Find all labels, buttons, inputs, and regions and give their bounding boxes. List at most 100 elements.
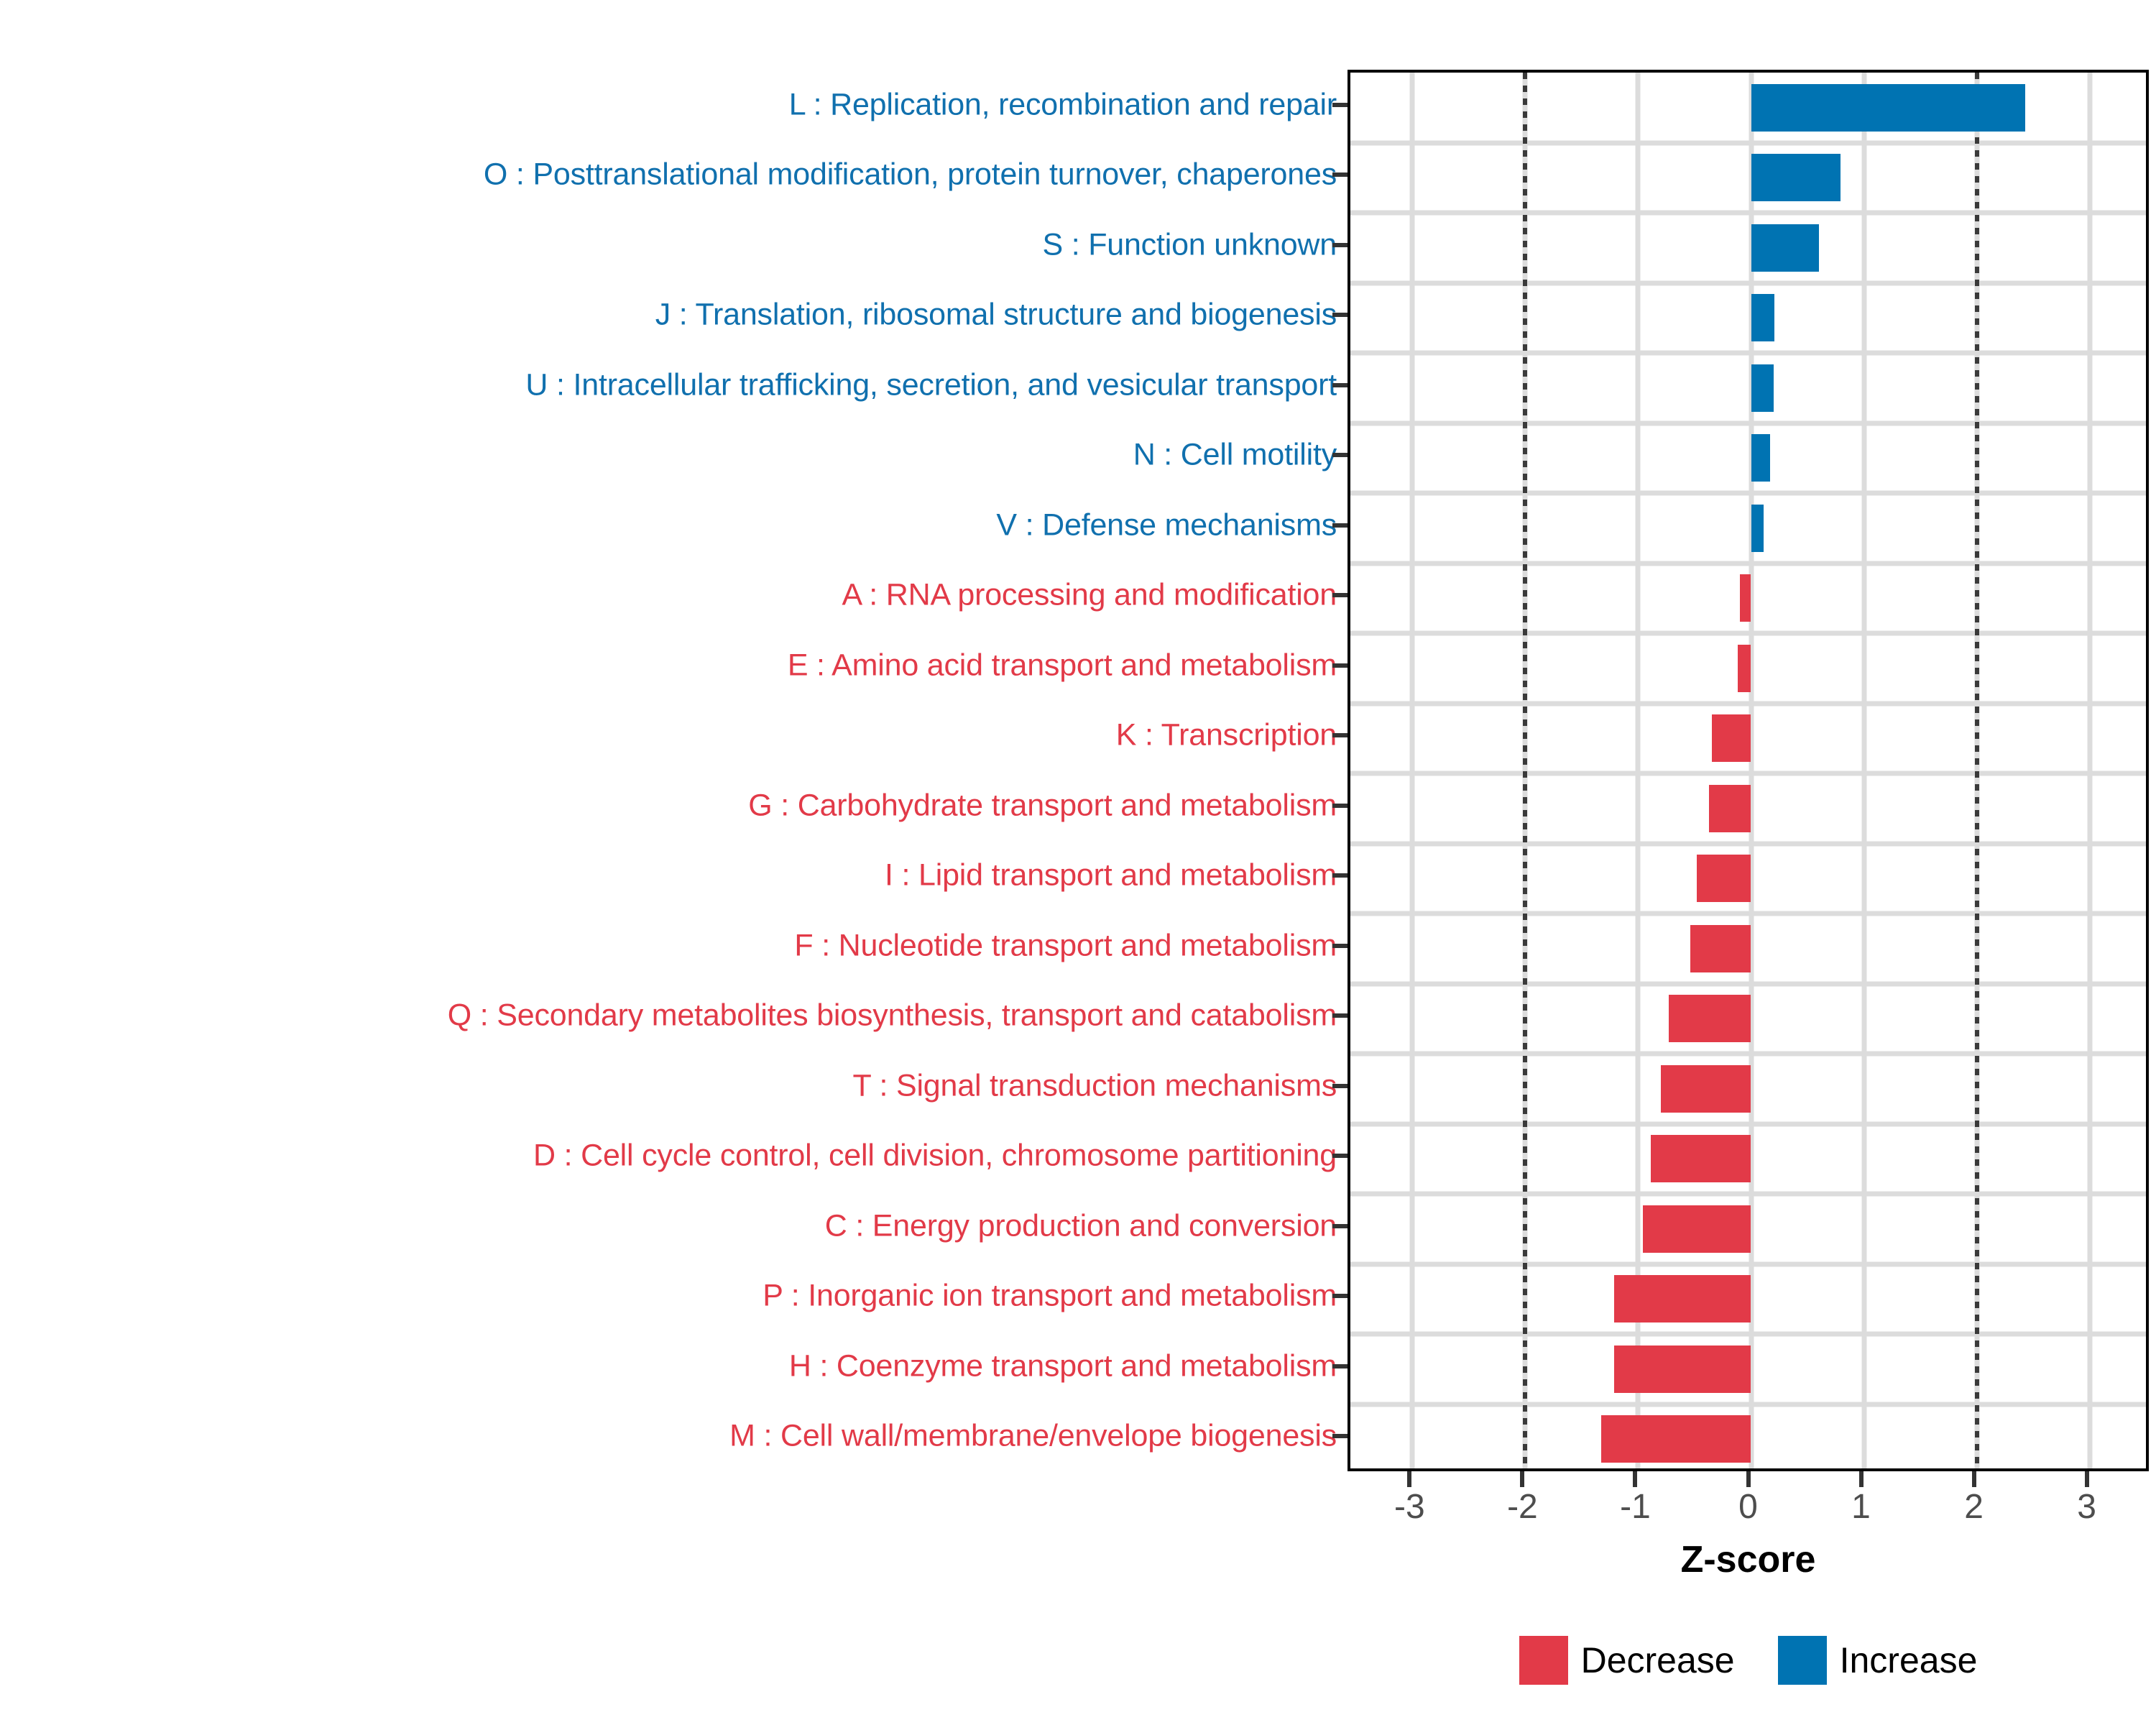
horizontal-gridline [1350, 1261, 2146, 1266]
bar [1614, 1345, 1751, 1393]
y-axis-label: A : RNA processing and modification [842, 577, 1337, 612]
bar [1650, 1135, 1751, 1183]
reference-line [1974, 73, 1979, 1468]
x-axis-tick-label: -3 [1394, 1488, 1425, 1526]
bar [1668, 995, 1751, 1043]
vertical-gridline [1409, 73, 1415, 1468]
bar [1751, 83, 2026, 132]
bar [1751, 294, 1775, 342]
horizontal-gridline [1350, 350, 2146, 356]
x-axis-tick [1407, 1471, 1412, 1487]
y-axis-tick [1332, 453, 1348, 458]
bar [1751, 154, 1841, 202]
y-axis-label: Q : Secondary metabolites biosynthesis, … [447, 998, 1337, 1033]
x-axis-tick-label: -2 [1507, 1488, 1538, 1526]
y-axis-label: J : Translation, ribosomal structure and… [655, 297, 1337, 332]
bar [1739, 574, 1751, 622]
reference-line [1523, 73, 1528, 1468]
y-axis-label: I : Lipid transport and metabolism [885, 857, 1337, 893]
y-axis-label: D : Cell cycle control, cell division, c… [533, 1138, 1337, 1173]
y-axis-tick [1332, 593, 1348, 598]
y-axis-label: P : Inorganic ion transport and metaboli… [763, 1278, 1337, 1313]
y-axis-tick [1332, 1154, 1348, 1159]
x-axis-tick [1971, 1471, 1976, 1487]
y-axis-label: K : Transcription [1115, 717, 1337, 753]
y-axis-tick [1332, 1363, 1348, 1368]
horizontal-gridline [1350, 280, 2146, 285]
horizontal-gridline [1350, 420, 2146, 426]
y-axis-label: H : Coenzyme transport and metabolism [788, 1348, 1337, 1384]
y-axis-tick [1332, 663, 1348, 668]
y-axis-label: F : Nucleotide transport and metabolism [794, 928, 1337, 963]
y-axis-tick [1332, 172, 1348, 178]
y-axis-label: T : Signal transduction mechanisms [852, 1068, 1337, 1103]
bar [1737, 644, 1751, 692]
x-axis-tick [1520, 1471, 1525, 1487]
legend-item[interactable]: Decrease [1519, 1636, 1735, 1685]
y-axis-tick [1332, 523, 1348, 528]
horizontal-gridline [1350, 630, 2146, 636]
horizontal-gridline [1350, 1051, 2146, 1057]
vertical-gridline [1749, 73, 1754, 1468]
bar [1600, 1415, 1751, 1463]
horizontal-gridline [1350, 1191, 2146, 1197]
legend-swatch-increase [1777, 1636, 1827, 1685]
y-axis-label: M : Cell wall/membrane/envelope biogenes… [729, 1418, 1337, 1453]
y-axis-label: G : Carbohydrate transport and metabolis… [748, 788, 1337, 823]
x-axis-tick [1858, 1471, 1864, 1487]
y-axis-tick [1332, 873, 1348, 878]
bar [1751, 364, 1774, 412]
chart-legend: Decrease Increase [1348, 1621, 2149, 1700]
y-axis-tick [1332, 1013, 1348, 1018]
horizontal-gridline [1350, 210, 2146, 216]
bar [1660, 1064, 1751, 1113]
y-axis-label: E : Amino acid transport and metabolism [787, 648, 1337, 683]
bar [1697, 855, 1751, 903]
y-axis-tick [1332, 803, 1348, 808]
y-axis-label: C : Energy production and conversion [824, 1208, 1337, 1243]
bar [1711, 714, 1751, 763]
y-axis-tick [1332, 242, 1348, 247]
x-axis-tick [1633, 1471, 1638, 1487]
legend-item[interactable]: Increase [1777, 1636, 1978, 1685]
y-axis-tick [1332, 382, 1348, 387]
horizontal-gridline [1350, 490, 2146, 496]
x-axis-title: Z-score [1680, 1539, 1816, 1581]
horizontal-gridline [1350, 911, 2146, 916]
vertical-gridline [1635, 73, 1641, 1468]
horizontal-gridline [1350, 770, 2146, 776]
y-axis-tick [1332, 733, 1348, 738]
y-axis-tick [1332, 1083, 1348, 1088]
y-axis-tick [1332, 102, 1348, 107]
bar [1751, 224, 1819, 272]
legend-label: Decrease [1580, 1640, 1735, 1680]
legend-label: Increase [1839, 1640, 1978, 1680]
y-axis-label: U : Intracellular trafficking, secretion… [525, 367, 1337, 402]
x-axis-tick-label: 1 [1851, 1488, 1871, 1526]
x-axis-tick-marks [1348, 1471, 2149, 1487]
bar [1642, 1205, 1751, 1253]
horizontal-gridline [1350, 1121, 2146, 1126]
vertical-gridline [1861, 73, 1867, 1468]
x-axis-tick-label: 3 [2077, 1488, 2096, 1526]
bar [1751, 504, 1764, 552]
x-axis-tick-label: 2 [1964, 1488, 1984, 1526]
bar [1614, 1275, 1751, 1323]
y-axis-label: N : Cell motility [1133, 437, 1337, 472]
y-axis-label: V : Defense mechanisms [996, 507, 1337, 543]
y-axis-tick [1332, 313, 1348, 318]
y-axis-label: O : Posttranslational modification, prot… [483, 157, 1337, 192]
y-axis-tick [1332, 943, 1348, 948]
horizontal-gridline [1350, 981, 2146, 986]
bar [1709, 784, 1751, 832]
horizontal-gridline [1350, 1331, 2146, 1337]
y-axis-label: L : Replication, recombination and repai… [788, 87, 1337, 122]
x-axis-tick [1746, 1471, 1751, 1487]
y-axis-tick [1332, 1434, 1348, 1439]
y-axis-category-labels: L : Replication, recombination and repai… [0, 70, 1337, 1460]
y-axis-tick [1332, 1223, 1348, 1228]
legend-swatch-decrease [1519, 1636, 1568, 1685]
vertical-gridline [2087, 73, 2093, 1468]
horizontal-gridline [1350, 1402, 2146, 1407]
bar [1690, 924, 1751, 972]
